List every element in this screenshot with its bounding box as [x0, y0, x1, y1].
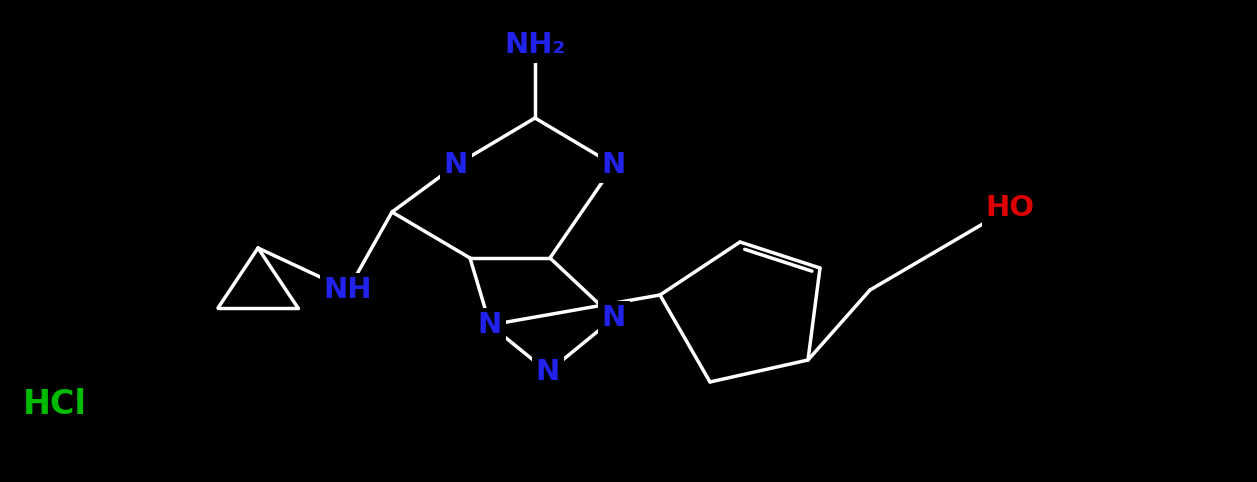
Text: N: N — [444, 151, 468, 179]
Text: N: N — [478, 311, 502, 339]
Text: HO: HO — [985, 194, 1035, 222]
Text: N: N — [602, 304, 626, 332]
Text: N: N — [602, 151, 626, 179]
Text: N: N — [535, 358, 561, 386]
Text: NH: NH — [324, 276, 372, 304]
Text: NH₂: NH₂ — [504, 31, 566, 59]
Text: HCl: HCl — [23, 388, 87, 421]
